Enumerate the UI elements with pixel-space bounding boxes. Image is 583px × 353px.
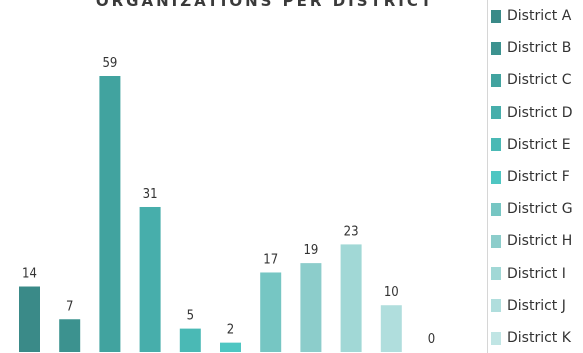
- data-label-district-b: 7: [66, 299, 73, 314]
- legend-label: District I: [507, 265, 566, 282]
- legend-swatch: [491, 234, 501, 248]
- bar-district-c[interactable]: [99, 76, 121, 352]
- chart-title: ORGANIZATIONS PER DISTRICT: [96, 0, 434, 10]
- legend-item-district-e[interactable]: District E: [491, 135, 571, 155]
- data-label-district-c: 59: [102, 56, 117, 71]
- legend-item-district-k[interactable]: District K: [491, 328, 571, 348]
- legend-swatch: [491, 331, 501, 345]
- legend-swatch: [491, 170, 501, 184]
- legend-item-district-a[interactable]: District A: [491, 6, 571, 26]
- legend-item-district-b[interactable]: District B: [491, 38, 571, 58]
- legend-label: District D: [507, 104, 573, 121]
- legend-swatch: [491, 202, 501, 216]
- legend-swatch: [491, 267, 501, 281]
- legend-label: District C: [507, 72, 572, 89]
- bar-district-h[interactable]: [300, 263, 322, 352]
- legend-label: District J: [507, 297, 566, 314]
- legend-swatch: [491, 73, 501, 87]
- legend-swatch: [491, 299, 501, 313]
- legend-swatch: [491, 106, 501, 120]
- bar-district-i[interactable]: [340, 244, 362, 352]
- legend-label: District G: [507, 201, 573, 218]
- bar-district-f[interactable]: [220, 342, 241, 352]
- data-label-district-h: 19: [303, 243, 318, 258]
- legend-item-district-g[interactable]: District G: [491, 199, 573, 219]
- legend-label: District A: [507, 8, 572, 24]
- legend-item-district-i[interactable]: District I: [491, 264, 566, 284]
- data-label-district-g: 17: [263, 252, 278, 267]
- bar-district-b[interactable]: [59, 319, 81, 352]
- data-label-district-i: 23: [344, 224, 359, 239]
- data-label-district-d: 31: [143, 187, 158, 202]
- legend-label: District F: [507, 169, 570, 185]
- bar-district-j[interactable]: [380, 305, 402, 352]
- legend-swatch: [491, 41, 501, 55]
- bars-group: 14 7 59 31 5 2 17 19 23 10 0: [19, 56, 435, 352]
- data-label-district-f: 2: [227, 323, 234, 338]
- legend-item-district-h[interactable]: District H: [491, 231, 572, 251]
- bar-district-d[interactable]: [139, 206, 161, 352]
- legend-item-district-j[interactable]: District J: [491, 296, 566, 316]
- legend-label: District E: [507, 136, 571, 153]
- legend-label: District K: [507, 330, 571, 346]
- legend-item-district-c[interactable]: District C: [491, 70, 572, 90]
- bar-district-g[interactable]: [260, 272, 282, 352]
- data-label-district-e: 5: [187, 309, 194, 324]
- legend-item-district-f[interactable]: District F: [491, 167, 570, 187]
- legend-swatch: [491, 138, 501, 152]
- legend-item-district-d[interactable]: District D: [491, 103, 573, 123]
- data-label-district-a: 14: [22, 267, 37, 282]
- bar-chart: ORGANIZATIONS PER DISTRICT 14 7 59 31 5 2 17 19…: [19, 0, 435, 352]
- legend: District A District B District C District D…: [487, 0, 583, 353]
- bar-district-a[interactable]: [19, 286, 40, 352]
- data-label-district-j: 10: [384, 285, 399, 300]
- bar-district-e[interactable]: [179, 328, 201, 352]
- legend-swatch: [491, 9, 501, 23]
- data-label-district-k: 0: [428, 332, 435, 347]
- legend-label: District H: [507, 233, 573, 250]
- legend-label: District B: [507, 40, 572, 57]
